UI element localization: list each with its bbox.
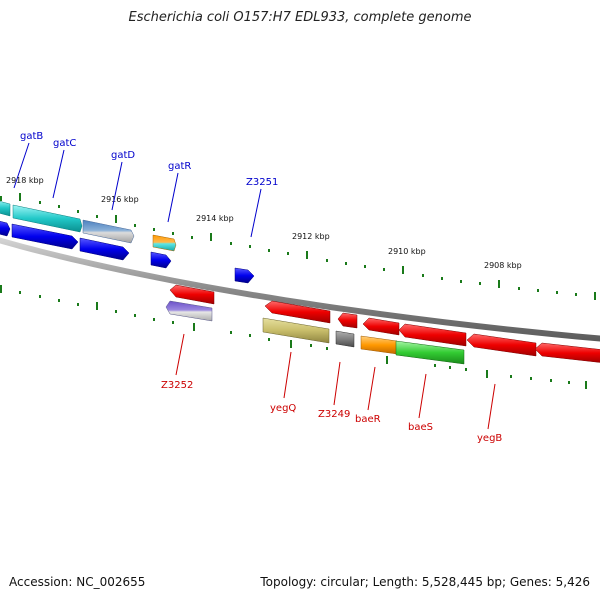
gene-label-gatD: gatD	[111, 150, 135, 161]
gene-gatC[interactable]	[12, 204, 83, 233]
forward-gene-labels: gatB gatC gatD gatR Z3251	[20, 131, 278, 188]
gene-label-yegQ: yegQ	[270, 403, 296, 414]
gene-label-gatB: gatB	[20, 131, 43, 142]
gene-Z3252-red[interactable]	[169, 284, 215, 305]
gene-yegQ[interactable]	[262, 317, 330, 344]
scale-label: 2916 kbp	[101, 195, 139, 204]
gene-label-baeR: baeR	[355, 414, 381, 425]
gene-label-baeS: baeS	[408, 422, 433, 433]
gene-baeS-red[interactable]	[398, 323, 467, 347]
scale-label: 2918 kbp	[6, 176, 44, 185]
gene-gatB[interactable]	[0, 200, 11, 217]
reverse-gene-labels: Z3252 yegQ Z3249 baeR baeS yegB	[161, 380, 502, 444]
map-title: Escherichia coli O157:H7 EDL933, complet…	[128, 10, 472, 25]
gene-gatR[interactable]	[152, 234, 177, 252]
scale-labels: 2918 kbp 2916 kbp 2914 kbp 2912 kbp 2910…	[6, 176, 522, 270]
scale-label: 2914 kbp	[196, 214, 234, 223]
gene-Z3249[interactable]	[335, 330, 355, 348]
gene-yegB[interactable]	[466, 333, 537, 357]
genome-backbone	[0, 237, 600, 342]
gene-label-Z3249: Z3249	[318, 409, 350, 420]
gene-label-Z3252: Z3252	[161, 380, 193, 391]
gene-label-gatC: gatC	[53, 138, 76, 149]
gene-yegQ-red[interactable]	[264, 300, 331, 324]
forward-leader-lines	[13, 142, 262, 238]
gene-label-gatR: gatR	[168, 161, 191, 172]
gene-label-Z3251: Z3251	[246, 177, 278, 188]
gene-blue-1[interactable]	[0, 220, 11, 237]
reverse-genes	[165, 284, 600, 365]
forward-genes	[0, 200, 255, 284]
upper-tick-track	[0, 193, 596, 300]
gene-Z3249-red[interactable]	[337, 312, 358, 329]
gene-baeS[interactable]	[395, 340, 465, 365]
gene-Z3252[interactable]	[165, 300, 213, 322]
gene-gatD[interactable]	[82, 219, 135, 244]
gene-label-yegB: yegB	[477, 433, 502, 444]
gene-blue-3[interactable]	[79, 237, 130, 261]
genome-summary-text: Topology: circular; Length: 5,528,445 bp…	[260, 575, 590, 589]
gene-blue-4[interactable]	[150, 251, 172, 269]
accession-text: Accession: NC_002655	[9, 575, 146, 589]
gene-red-end[interactable]	[534, 342, 600, 363]
gene-blue-2[interactable]	[11, 223, 79, 250]
gene-baeR-red[interactable]	[362, 317, 400, 336]
reverse-leader-lines	[175, 333, 496, 430]
lower-tick-track	[0, 285, 587, 389]
scale-label: 2910 kbp	[388, 247, 426, 256]
gene-Z3251[interactable]	[234, 267, 255, 284]
gene-baeR[interactable]	[360, 335, 398, 355]
scale-label: 2908 kbp	[484, 261, 522, 270]
scale-label: 2912 kbp	[292, 232, 330, 241]
